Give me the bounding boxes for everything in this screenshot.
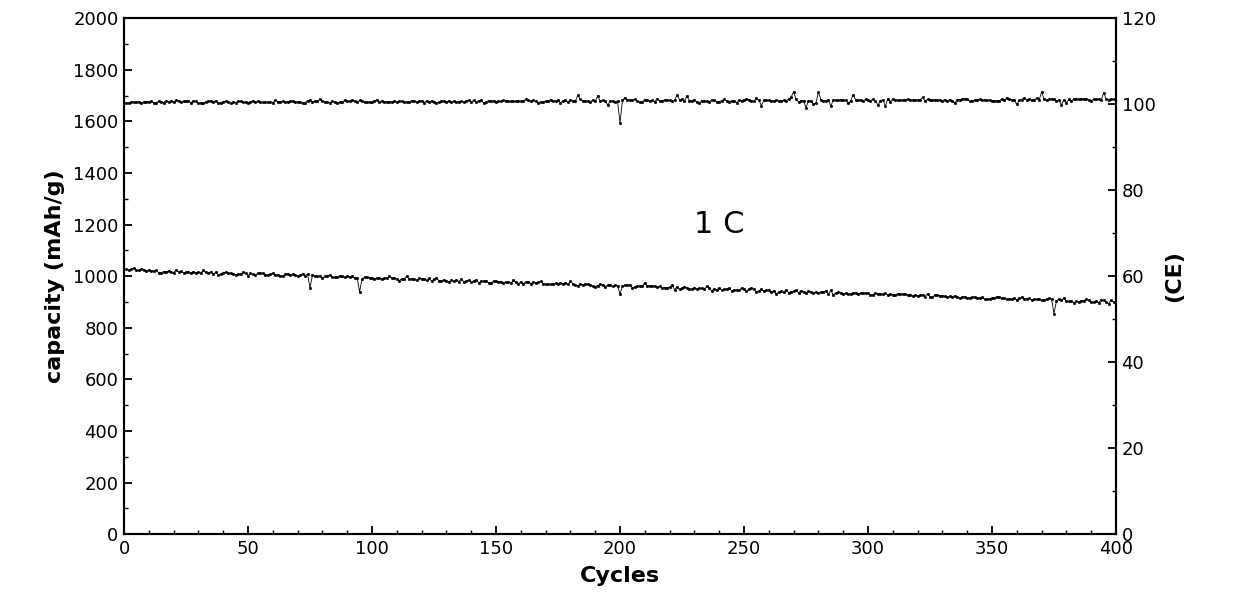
X-axis label: Cycles: Cycles	[580, 566, 660, 586]
Text: 1 C: 1 C	[694, 210, 745, 239]
Y-axis label: (CE): (CE)	[1164, 250, 1184, 302]
Y-axis label: capacity (mAh/g): capacity (mAh/g)	[45, 169, 64, 383]
